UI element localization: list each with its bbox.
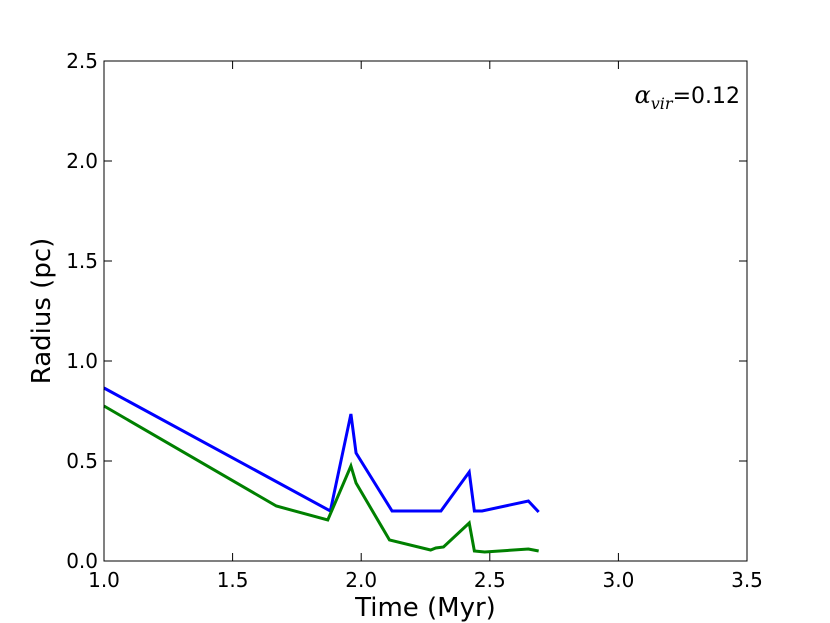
y-tick-label: 2.5 (66, 49, 98, 73)
x-axis-label: Time (Myr) (354, 593, 496, 623)
x-tick-label: 3.5 (731, 568, 763, 592)
y-tick-label: 2.0 (66, 149, 98, 173)
y-tick-label: 0.5 (66, 449, 98, 473)
series-line-2 (103, 404, 539, 554)
x-tick-label: 3.0 (602, 568, 634, 592)
x-tick-label: 1.5 (217, 568, 249, 592)
series-line-1 (103, 386, 540, 514)
annotation-equals: = (673, 84, 691, 109)
x-tick-label: 2.5 (474, 568, 506, 592)
ticks-layer (103, 60, 748, 562)
tick-labels-layer: 1.0 1.5 2.0 2.5 3.0 3.5 0.0 0.5 1.0 1.5 2.0 2.5 (66, 49, 763, 592)
y-tick-label: 0.0 (66, 549, 98, 573)
plot-frame (103, 60, 748, 562)
annotation: αvir=0.12 (635, 81, 740, 113)
x-tick-label: 1.0 (88, 568, 120, 592)
annotation-subscript: vir (651, 94, 674, 113)
plot-background (104, 61, 747, 561)
x-tick-label: 2.0 (345, 568, 377, 592)
y-tick-label: 1.5 (66, 249, 98, 273)
series-layer (103, 386, 540, 554)
annotation-value: 0.12 (691, 84, 740, 109)
y-axis-label: Radius (pc) (27, 238, 57, 385)
annotation-symbol: α (635, 81, 651, 109)
y-tick-label: 1.0 (66, 349, 98, 373)
